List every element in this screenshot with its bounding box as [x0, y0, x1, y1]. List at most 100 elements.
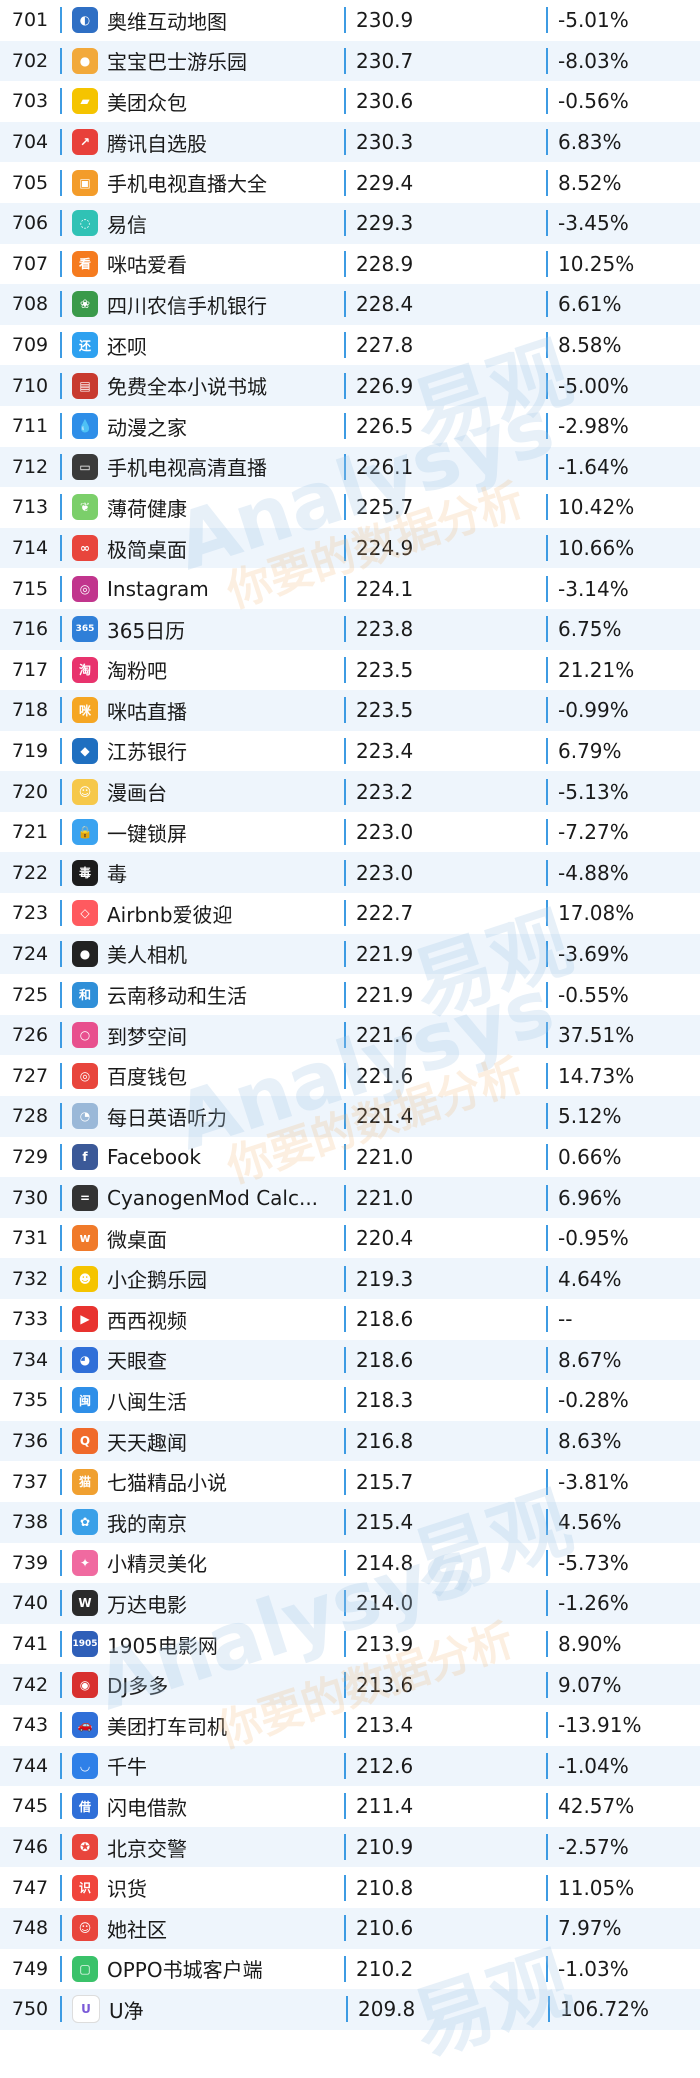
column-divider	[344, 1225, 346, 1252]
column-divider	[60, 47, 62, 74]
active-users-value: 215.7	[356, 1469, 414, 1494]
growth-rate: 10.42%	[558, 495, 635, 520]
rank-number: 722	[11, 861, 49, 884]
growth-rate: -13.91%	[558, 1713, 642, 1738]
rank-number: 747	[11, 1876, 49, 1899]
column-divider	[60, 1468, 62, 1495]
table-row: 735 闽八闽生活 218.3 -0.28%	[0, 1380, 700, 1421]
column-divider	[344, 819, 346, 846]
growth-rate: 17.08%	[558, 901, 635, 926]
sprite-icon: ✦	[72, 1549, 98, 1576]
app-name: 小精灵美化	[107, 1552, 207, 1577]
table-row: 704 ↗ 腾讯自选股 230.3 6.83%	[0, 121, 700, 163]
app-name: 百度钱包	[107, 1065, 187, 1090]
growth-rate: -5.73%	[558, 1550, 629, 1575]
column-divider	[60, 616, 62, 643]
active-users-value: 221.4	[356, 1104, 414, 1129]
column-divider	[546, 453, 548, 480]
column-divider	[60, 372, 62, 399]
column-divider	[60, 859, 62, 886]
column-divider	[60, 250, 62, 277]
active-users-value: 224.9	[356, 536, 414, 561]
active-users-value: 213.4	[356, 1713, 414, 1738]
table-row: 703 ▰ 美团众包 230.6 -0.56%	[0, 81, 700, 122]
column-divider	[546, 1468, 548, 1495]
growth-rate: -1.64%	[558, 454, 629, 479]
app-name: 动漫之家	[107, 415, 187, 440]
column-divider	[546, 1103, 548, 1130]
column-divider	[60, 656, 62, 683]
column-divider	[60, 413, 62, 440]
active-users-value: 219.3	[356, 1266, 414, 1291]
growth-rate: 106.72%	[560, 1997, 649, 2022]
active-users-value: 212.6	[356, 1753, 414, 1778]
column-divider	[344, 1468, 346, 1495]
penguin-icon: ☻	[72, 1265, 98, 1292]
rank-number: 746	[11, 1836, 49, 1859]
column-divider	[546, 210, 548, 237]
active-users-value: 210.8	[356, 1875, 414, 1900]
column-divider	[60, 575, 62, 602]
column-divider	[344, 981, 346, 1008]
app-name: 淘粉吧	[107, 659, 167, 684]
active-users-value: 221.0	[356, 1185, 414, 1210]
app-name: 八闽生活	[107, 1389, 187, 1414]
column-divider	[344, 1631, 346, 1658]
column-divider	[546, 169, 548, 196]
column-divider	[344, 1387, 346, 1414]
column-divider	[344, 1915, 346, 1942]
app-name: 千牛	[107, 1755, 147, 1780]
app-name: 1905电影网	[107, 1633, 218, 1658]
growth-rate: 6.96%	[558, 1185, 622, 1210]
column-divider	[546, 981, 548, 1008]
column-divider	[546, 1590, 548, 1617]
column-divider	[546, 1955, 548, 1982]
column-divider	[546, 535, 548, 562]
cat-icon: 猫	[72, 1468, 98, 1495]
table-row: 711 💧 动漫之家 226.5 -2.98%	[0, 406, 700, 447]
growth-rate: 4.64%	[558, 1266, 622, 1291]
table-row: 722 毒毒 223.0 -4.88%	[0, 852, 700, 894]
column-divider	[60, 1428, 62, 1455]
rank-number: 739	[11, 1551, 49, 1574]
growth-rate: -4.88%	[558, 860, 629, 885]
column-divider	[546, 1712, 548, 1739]
growth-rate: 4.56%	[558, 1510, 622, 1535]
column-divider	[60, 697, 62, 724]
app-name: 天眼查	[107, 1349, 167, 1374]
bank-icon: ◆	[72, 737, 98, 764]
column-divider	[546, 291, 548, 318]
column-divider	[546, 1022, 548, 1049]
app-name: 一键锁屏	[107, 821, 187, 846]
rank-number: 740	[11, 1592, 49, 1615]
rank-number: 731	[11, 1227, 49, 1250]
rank-number: 714	[11, 537, 49, 560]
active-users-value: 213.6	[356, 1672, 414, 1697]
table-row: 749 ▢ OPPO书城客户端 210.2 -1.03%	[0, 1949, 700, 1990]
stock-chart-icon: ↗	[72, 129, 98, 156]
app-name: 她社区	[107, 1917, 167, 1942]
app-name: 365日历	[107, 618, 186, 643]
listen-icon: ◔	[72, 1103, 98, 1130]
table-row: 720 ☺ 漫画台 223.2 -5.13%	[0, 771, 700, 812]
growth-rate: 8.67%	[558, 1347, 622, 1372]
active-users-value: 223.0	[356, 860, 414, 885]
column-divider	[344, 1306, 346, 1333]
table-row: 710 ▤ 免费全本小说书城 226.9 -5.00%	[0, 365, 700, 406]
calendar-icon: 365	[72, 616, 98, 643]
active-users-value: 223.2	[356, 779, 414, 804]
growth-rate: 8.58%	[558, 333, 622, 358]
column-divider	[60, 210, 62, 237]
news-icon: Q	[72, 1428, 98, 1455]
column-divider	[344, 1509, 346, 1536]
column-divider	[60, 453, 62, 480]
lock-icon: 🔒	[72, 819, 98, 846]
table-row: 727 ◎ 百度钱包 221.6 14.73%	[0, 1055, 700, 1096]
clean-icon: U	[72, 1995, 100, 2024]
growth-rate: -1.03%	[558, 1956, 629, 1981]
airbnb-icon: ◇	[72, 900, 98, 927]
video-icon: 看	[72, 250, 98, 277]
column-divider	[546, 47, 548, 74]
table-row: 747 识识货 210.8 11.05%	[0, 1867, 700, 1908]
ranking-table: 701 ◐ 奥维互动地图 230.9 -5.01% 702 ● 宝宝巴士游乐园 230.7 -8.…	[0, 7, 700, 2073]
